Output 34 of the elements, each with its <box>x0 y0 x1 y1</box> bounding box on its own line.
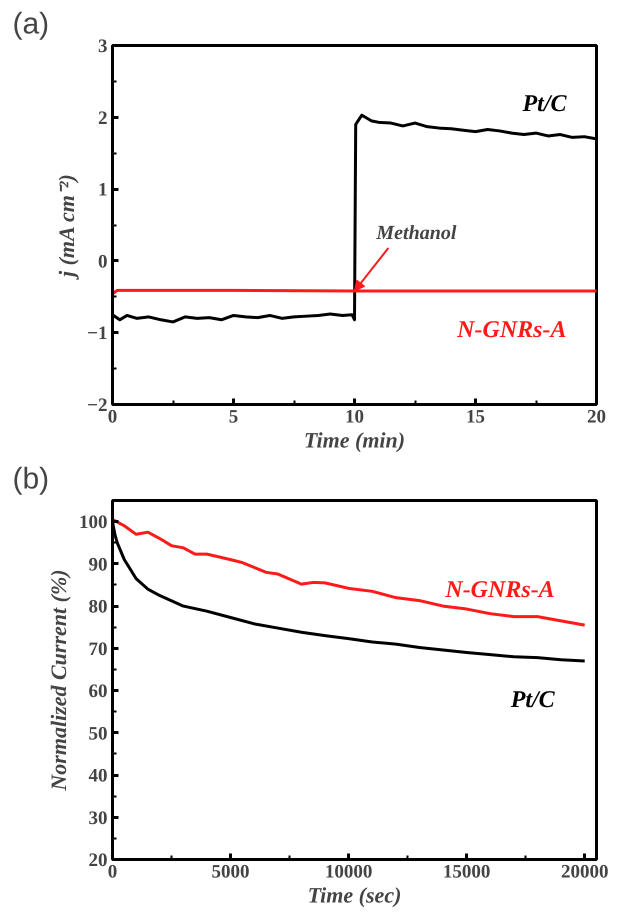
y-tick-label: 0 <box>98 251 108 272</box>
y-axis-title: j (mA cm⁻²) <box>54 174 80 280</box>
line-series <box>112 518 586 627</box>
y-tick-label: 60 <box>88 681 108 702</box>
x-axis-title: Time (min) <box>304 428 406 452</box>
y-axis-title: Normalized Current (%) <box>46 569 71 792</box>
y-tick-label: 70 <box>88 638 108 660</box>
x-tick-label: 20000 <box>560 862 608 882</box>
chart-title: (b) <box>12 462 50 496</box>
y-tick-label: 30 <box>88 808 108 829</box>
series-label: Pt/C <box>510 686 556 713</box>
y-tick-label: −2 <box>87 395 108 416</box>
x-axis-title: Time (sec) <box>308 882 402 908</box>
x-tick-label: 10000 <box>324 862 372 882</box>
y-tick-label: 3 <box>98 36 108 57</box>
y-tick-label: 40 <box>88 766 108 787</box>
y-tick-label: 1 <box>98 180 108 201</box>
chart-title: (a) <box>12 8 50 40</box>
annotation: Methanol <box>375 222 457 244</box>
series-label: N-GNRs-A <box>456 317 567 344</box>
y-tick-label: 80 <box>88 596 108 618</box>
y-tick-label: −1 <box>87 323 108 344</box>
y-tick-label: 100 <box>79 512 108 534</box>
x-tick-label: 15 <box>466 406 485 428</box>
y-tick-label: 2 <box>98 108 108 129</box>
x-tick-label: 10 <box>345 406 364 428</box>
x-tick-label: 20 <box>587 406 606 428</box>
series-label: N-GNRs-A <box>444 577 555 604</box>
y-tick-label: 50 <box>88 723 108 744</box>
series-label: Pt/C <box>521 90 568 117</box>
y-tick-label: 90 <box>88 554 108 576</box>
x-tick-label: 5000 <box>212 862 250 882</box>
x-tick-label: 15000 <box>442 862 490 882</box>
x-tick-label: 5 <box>228 406 238 428</box>
